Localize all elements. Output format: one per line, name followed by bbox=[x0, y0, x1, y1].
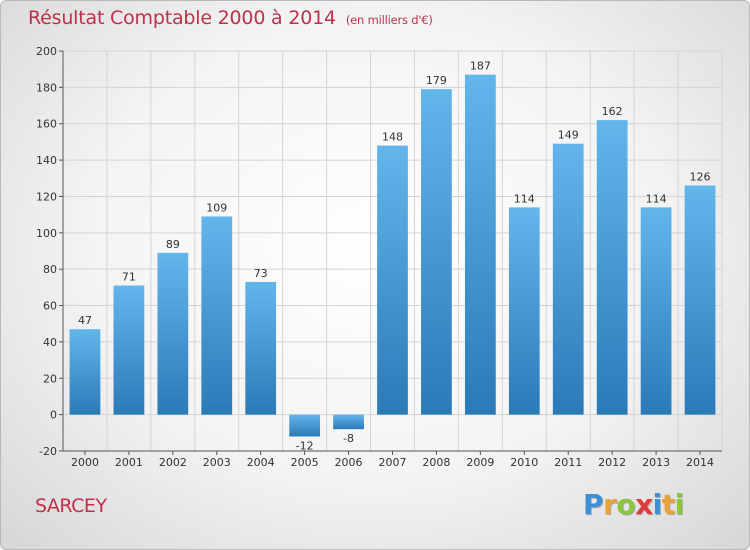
bar bbox=[333, 414, 364, 430]
x-tick-label: 2005 bbox=[291, 456, 319, 469]
x-tick-label: 2007 bbox=[379, 456, 407, 469]
y-tick-label: 80 bbox=[43, 263, 57, 276]
x-tick-label: 2004 bbox=[247, 456, 275, 469]
x-tick-label: 2010 bbox=[510, 456, 538, 469]
y-tick-label: 180 bbox=[36, 81, 57, 94]
logo-letter: r bbox=[603, 488, 617, 521]
title-unit: (en milliers d'€) bbox=[345, 13, 433, 27]
bar bbox=[508, 207, 540, 415]
data-label: 148 bbox=[382, 131, 403, 144]
y-tick-label: 120 bbox=[36, 190, 57, 203]
logo-letter: i bbox=[652, 488, 663, 521]
y-tick-label: 160 bbox=[36, 118, 57, 131]
y-tick-label: 40 bbox=[43, 336, 57, 349]
bar bbox=[245, 281, 277, 415]
x-tick-label: 2003 bbox=[203, 456, 231, 469]
bar bbox=[640, 207, 672, 415]
x-tick-label: 2013 bbox=[642, 456, 670, 469]
x-tick-label: 2006 bbox=[335, 456, 363, 469]
y-tick-label: 200 bbox=[36, 45, 57, 58]
bar bbox=[464, 74, 496, 415]
title-text: Résultat Comptable 2000 à 2014 bbox=[28, 7, 336, 29]
bar bbox=[113, 285, 145, 415]
x-tick-label: 2000 bbox=[71, 456, 99, 469]
data-label: 114 bbox=[514, 192, 535, 205]
data-label: 109 bbox=[206, 201, 227, 214]
bar bbox=[157, 252, 189, 415]
axes: -20 0 20 40 60 80 100 120 140 160 180 200 2000 2001 20… bbox=[36, 45, 722, 469]
logo-letter: i bbox=[674, 488, 685, 521]
data-label: 162 bbox=[602, 105, 623, 118]
x-tick-label: 2014 bbox=[686, 456, 714, 469]
y-tick-label: 0 bbox=[50, 409, 57, 422]
x-tick-label: 2008 bbox=[422, 456, 450, 469]
data-label: -8 bbox=[343, 432, 354, 445]
data-label: 73 bbox=[254, 267, 268, 280]
data-label: 149 bbox=[558, 129, 579, 142]
x-tick-label: 2011 bbox=[554, 456, 582, 469]
bar bbox=[201, 216, 233, 415]
data-label: -12 bbox=[296, 439, 314, 452]
logo-letter: t bbox=[661, 488, 675, 521]
logo-letter: o bbox=[616, 488, 636, 521]
data-label: 114 bbox=[646, 192, 667, 205]
y-tick-label: 100 bbox=[36, 227, 57, 240]
x-tick-label: 2002 bbox=[159, 456, 187, 469]
data-label: 126 bbox=[690, 171, 711, 184]
bar bbox=[552, 143, 584, 415]
x-tick-label: 2001 bbox=[115, 456, 143, 469]
logo-letter: P bbox=[583, 488, 604, 521]
bars: 47 71 89 109 73 -12 -8 148 179 187 114 149 162 114 126 bbox=[69, 60, 716, 452]
data-label: 187 bbox=[470, 60, 491, 73]
proxiti-logo: Proxiti bbox=[583, 488, 684, 521]
data-label: 179 bbox=[426, 74, 447, 87]
bar bbox=[377, 145, 408, 415]
bar bbox=[684, 185, 716, 415]
bar bbox=[596, 120, 628, 415]
commune-name: SARCEY bbox=[35, 495, 107, 517]
x-tick-label: 2012 bbox=[598, 456, 626, 469]
y-tick-label: 60 bbox=[43, 300, 57, 313]
bar bbox=[69, 329, 101, 415]
data-label: 89 bbox=[166, 238, 180, 251]
x-tick-label: 2009 bbox=[466, 456, 494, 469]
y-tick-label: -20 bbox=[39, 445, 57, 458]
data-label: 71 bbox=[122, 271, 136, 284]
chart-title: Résultat Comptable 2000 à 2014 (en millie… bbox=[28, 7, 433, 29]
data-label: 47 bbox=[78, 314, 92, 327]
bar bbox=[421, 89, 452, 415]
logo-letter: x bbox=[635, 488, 653, 521]
y-tick-label: 20 bbox=[43, 372, 57, 385]
bar bbox=[289, 414, 321, 437]
y-tick-label: 140 bbox=[36, 154, 57, 167]
